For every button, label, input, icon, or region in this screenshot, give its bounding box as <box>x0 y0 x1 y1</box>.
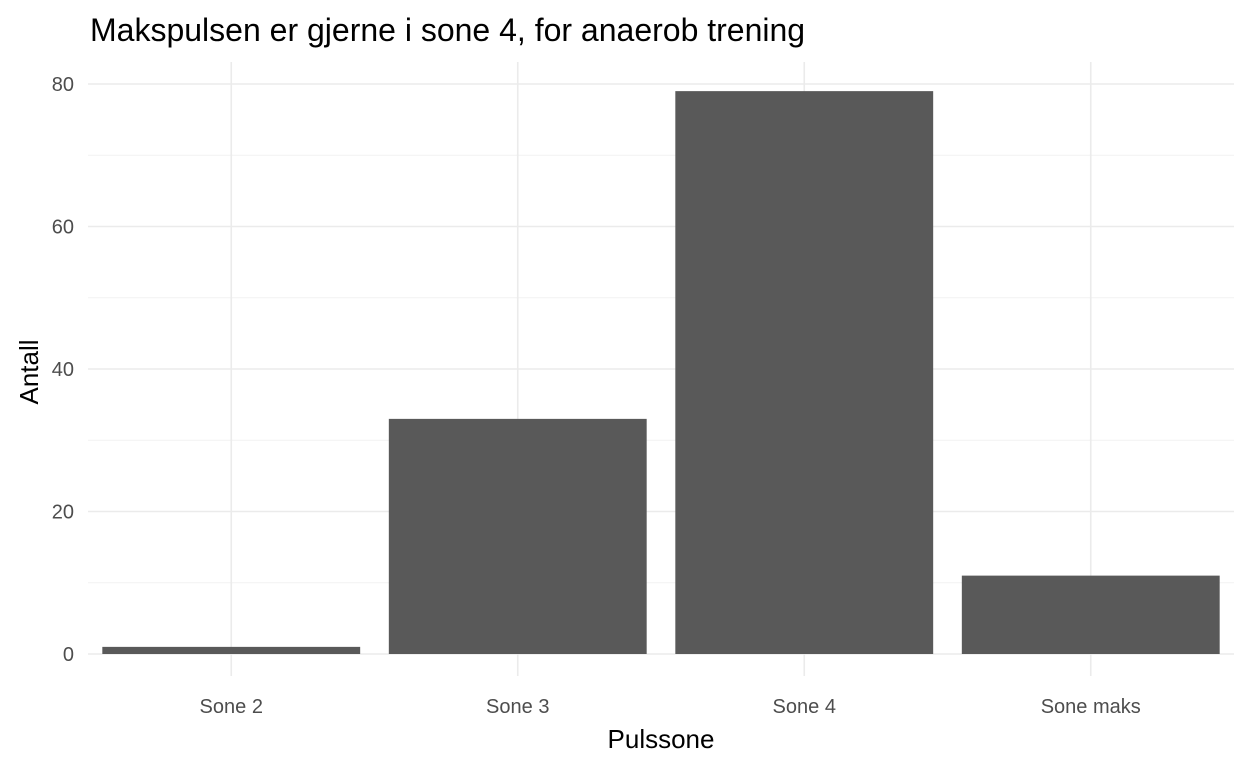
y-tick-label: 40 <box>52 359 74 381</box>
bars <box>102 91 1220 654</box>
x-tick-label: Sone 3 <box>486 696 549 718</box>
x-tick-label: Sone 4 <box>773 696 836 718</box>
bar <box>388 418 647 654</box>
y-tick-label: 60 <box>52 217 74 239</box>
x-axis-ticks: Sone 2 Sone 3 Sone 4 Sone maks <box>200 696 1141 718</box>
bar <box>102 646 361 654</box>
chart-title: Makspulsen er gjerne i sone 4, for anaer… <box>90 12 805 48</box>
y-tick-label: 0 <box>63 644 74 666</box>
y-tick-label: 80 <box>52 74 74 96</box>
y-axis-title: Antall <box>14 339 44 404</box>
x-tick-label: Sone 2 <box>200 696 263 718</box>
y-tick-label: 20 <box>52 502 74 524</box>
bar <box>675 91 934 654</box>
bar <box>961 575 1220 654</box>
y-axis-ticks: 0 20 40 60 80 <box>52 74 74 666</box>
x-axis-title: Pulssone <box>608 724 715 754</box>
x-tick-label: Sone maks <box>1041 696 1141 718</box>
